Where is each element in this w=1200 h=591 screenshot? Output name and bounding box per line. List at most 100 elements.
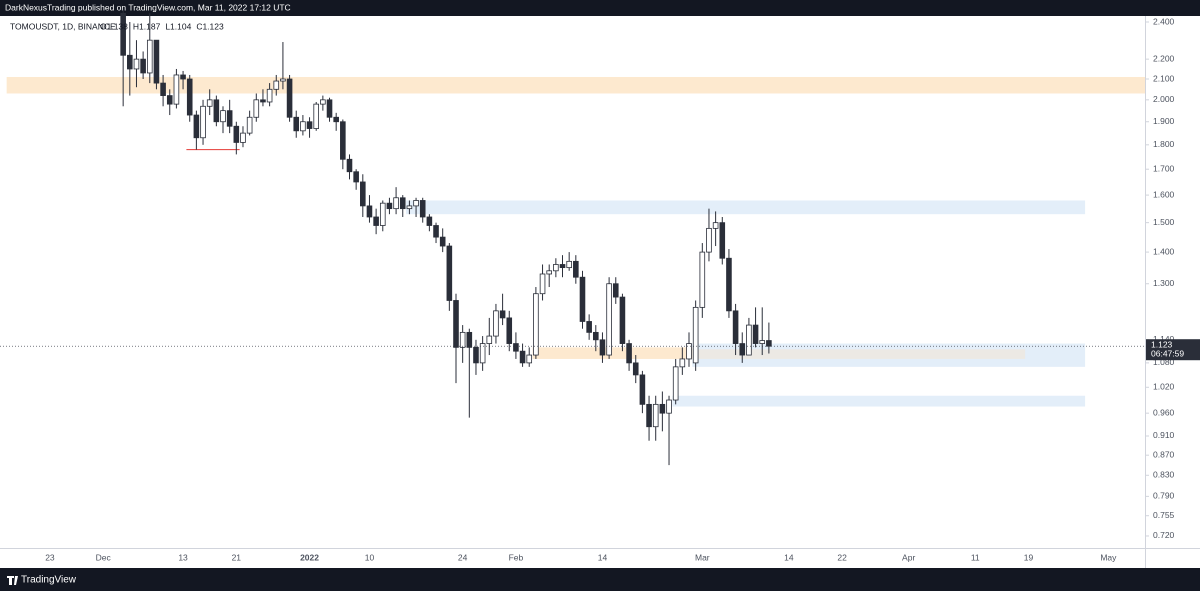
- candle-body: [333, 116, 339, 123]
- candle-body: [353, 171, 359, 183]
- y-tick-label: 1.080: [1153, 357, 1175, 367]
- candle-body: [300, 121, 306, 132]
- y-tick-label: 1.300: [1153, 278, 1175, 288]
- candle-body: [533, 293, 539, 356]
- candle-body: [280, 78, 286, 82]
- candle-body: [539, 273, 546, 295]
- candle-body: [639, 374, 646, 405]
- candle-body: [246, 116, 253, 134]
- candle-body: [652, 403, 659, 428]
- candle-body: [266, 88, 273, 103]
- countdown-label: 06:47:59: [1151, 348, 1184, 358]
- header-bar: [0, 0, 1200, 16]
- candle-body: [273, 80, 280, 90]
- y-tick-label: 1.140: [1153, 334, 1175, 344]
- x-tick-label: 14: [784, 552, 794, 562]
- candle-body: [153, 39, 160, 84]
- candle-body: [712, 222, 719, 229]
- y-tick-label: 1.020: [1153, 382, 1175, 392]
- last-price-label: 1.123: [1151, 339, 1173, 349]
- candle-body: [133, 58, 140, 70]
- candle-body: [373, 216, 379, 226]
- x-tick-label: 21: [232, 552, 242, 562]
- y-tick-label: 1.400: [1153, 246, 1175, 256]
- candle-body: [306, 121, 313, 129]
- candle-body: [346, 158, 353, 173]
- y-tick-label: 2.200: [1153, 53, 1175, 63]
- candle-body: [526, 354, 533, 364]
- candle-body: [360, 181, 366, 207]
- x-tick-label: 2022: [300, 552, 319, 562]
- candle-body: [340, 121, 346, 160]
- candle-body: [719, 222, 726, 259]
- y-tick-label: 2.400: [1153, 16, 1175, 26]
- candle-body: [260, 99, 266, 103]
- plot-background: [0, 16, 1200, 568]
- ohlc-value: O1.138: [100, 21, 128, 31]
- y-tick-label: 2.100: [1153, 73, 1175, 83]
- candle-body: [766, 340, 772, 347]
- candle-body: [200, 105, 206, 139]
- header-text: DarkNexusTrading published on TradingVie…: [5, 2, 291, 12]
- y-tick-label: 2.000: [1153, 94, 1175, 104]
- candle-body: [180, 74, 186, 80]
- candle-body: [479, 343, 486, 364]
- y-tick-label: 1.900: [1153, 116, 1175, 126]
- candle-body: [493, 310, 499, 337]
- candle-body: [746, 324, 752, 356]
- candle-body: [619, 296, 626, 344]
- candle-body: [752, 324, 759, 344]
- candle-body: [293, 116, 300, 132]
- candle-body: [213, 99, 220, 123]
- candle-body: [160, 82, 166, 96]
- candle-body: [379, 202, 386, 226]
- y-tick-label: 1.600: [1153, 189, 1175, 199]
- y-tick-label: 0.720: [1153, 530, 1175, 540]
- zone: [672, 395, 1086, 407]
- candle-body: [406, 205, 413, 210]
- zone: [692, 349, 1026, 359]
- candle-body: [726, 257, 732, 312]
- candle-body: [672, 366, 679, 401]
- y-tick-label: 1.700: [1153, 163, 1175, 173]
- candle-body: [240, 132, 246, 143]
- zone: [532, 347, 693, 359]
- y-tick-label: 0.870: [1153, 449, 1175, 459]
- x-tick-label: 13: [178, 552, 188, 562]
- x-tick-label: Mar: [695, 552, 710, 562]
- candle-body: [399, 197, 406, 210]
- candle-body: [646, 403, 652, 428]
- candle-body: [499, 310, 506, 319]
- candle-body: [739, 343, 746, 356]
- candle-body: [626, 343, 632, 364]
- candle-body: [206, 99, 213, 107]
- candle-body: [606, 283, 612, 356]
- candle-body: [612, 283, 619, 298]
- candle-body: [573, 260, 579, 278]
- candle-body: [186, 78, 193, 116]
- x-tick-label: 23: [45, 552, 55, 562]
- candle-body: [226, 110, 233, 127]
- candle-body: [433, 225, 439, 238]
- candle-body: [466, 331, 473, 348]
- x-tick-label: 19: [1024, 552, 1034, 562]
- candle-body: [326, 99, 333, 118]
- x-tick-label: 14: [598, 552, 608, 562]
- y-tick-label: 1.800: [1153, 139, 1175, 149]
- candle-body: [386, 202, 393, 210]
- ohlc-value: C1.123: [196, 21, 224, 31]
- logo-icon: [7, 576, 18, 585]
- candles: [120, 9, 772, 466]
- candle-body: [519, 350, 526, 364]
- candle-body: [559, 264, 566, 269]
- candle-body: [446, 245, 453, 301]
- candle-body: [679, 358, 686, 368]
- candle-body: [166, 95, 173, 105]
- y-tick-label: 0.755: [1153, 510, 1175, 520]
- ohlc-value: H1.187: [133, 21, 161, 31]
- candle-body: [513, 343, 519, 352]
- candle-body: [506, 317, 513, 344]
- candle-body: [173, 74, 180, 105]
